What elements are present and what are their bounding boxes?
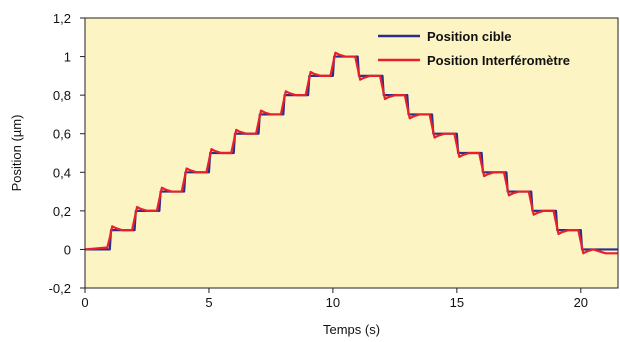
y-tick-label: 0 — [64, 242, 71, 257]
legend-label-position-cible: Position cible — [427, 29, 512, 44]
y-tick-label: 1,2 — [53, 11, 71, 26]
plot-area — [85, 18, 618, 288]
x-tick-label: 10 — [326, 295, 340, 310]
series-layer — [84, 51, 618, 255]
y-tick-label: -0,2 — [49, 281, 71, 296]
x-tick-label: 5 — [205, 295, 212, 310]
y-tick-label: 0,4 — [53, 165, 71, 180]
y-tick-label: 0,6 — [53, 127, 71, 142]
legend: Position cible Position Interféromètre — [378, 29, 570, 68]
x-axis-label: Temps (s) — [323, 322, 380, 337]
y-axis-label: Position (µm) — [9, 115, 24, 192]
y-tick-label: 0,2 — [53, 204, 71, 219]
series-line-position-interferometre — [84, 51, 618, 255]
x-tick-label: 20 — [574, 295, 588, 310]
legend-label-position-interferometre: Position Interféromètre — [427, 53, 570, 68]
plot-frame — [84, 17, 619, 289]
y-tick-label: 0,8 — [53, 88, 71, 103]
ticks-layer: 0 5 10 15 20 -0,2 0 0,2 0,4 0,6 0,8 1 1,2 — [49, 11, 588, 310]
x-tick-label: 0 — [81, 295, 88, 310]
x-tick-label: 15 — [450, 295, 464, 310]
y-tick-label: 1 — [64, 50, 71, 65]
